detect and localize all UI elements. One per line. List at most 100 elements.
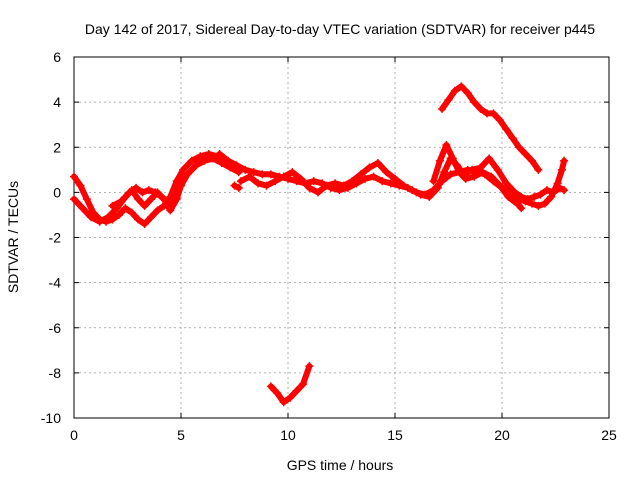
data-point <box>121 204 130 213</box>
data-point <box>557 165 566 174</box>
data-point <box>450 86 459 95</box>
data-point <box>534 201 543 210</box>
data-point <box>266 382 275 391</box>
data-point <box>510 188 519 197</box>
data-point <box>144 186 153 195</box>
data-point <box>70 172 78 181</box>
data-point <box>521 150 530 159</box>
data-point <box>164 199 173 208</box>
data-point <box>463 89 472 98</box>
data-point <box>489 109 498 118</box>
data-point <box>495 116 504 125</box>
data-point <box>440 168 449 177</box>
data-point <box>166 206 175 215</box>
y-tick-label: -8 <box>49 365 62 381</box>
data-point <box>288 168 297 177</box>
x-tick-label: 10 <box>280 427 296 443</box>
data-point <box>470 98 479 107</box>
data-point <box>339 181 348 190</box>
data-point <box>279 172 288 181</box>
y-tick-label: -4 <box>49 275 62 291</box>
data-point <box>108 201 117 210</box>
series-trace <box>430 142 520 207</box>
x-axis-label: GPS time / hours <box>287 457 394 473</box>
data-point <box>179 165 188 174</box>
data-point <box>444 95 453 104</box>
data-point <box>236 177 245 186</box>
data-point <box>138 188 147 197</box>
data-point <box>286 393 295 402</box>
data-point <box>127 208 136 217</box>
data-point <box>117 197 126 206</box>
x-tick-label: 5 <box>177 427 185 443</box>
data-point <box>140 201 149 210</box>
data-point <box>536 190 545 199</box>
series-track-j <box>266 362 314 407</box>
data-point <box>508 134 517 143</box>
data-point <box>313 188 322 197</box>
series-track-g <box>438 82 543 174</box>
data-point <box>114 210 123 219</box>
data-point <box>457 82 466 91</box>
data-point <box>305 362 314 371</box>
data-point <box>391 174 399 183</box>
data-point <box>446 170 455 179</box>
data-point <box>356 170 365 179</box>
data-point <box>209 154 218 163</box>
x-tick-label: 20 <box>494 427 510 443</box>
x-tick-label: 15 <box>387 427 403 443</box>
data-point <box>279 398 288 407</box>
data-point <box>527 156 536 165</box>
data-point <box>254 179 263 188</box>
data-point <box>322 181 331 190</box>
data-marks <box>70 82 569 407</box>
data-point <box>298 380 307 389</box>
data-point <box>271 177 280 186</box>
data-point <box>309 177 318 186</box>
data-point <box>416 190 425 199</box>
y-tick-label: 2 <box>53 139 61 155</box>
data-point <box>215 150 224 159</box>
data-point <box>157 192 166 201</box>
data-point <box>140 219 149 228</box>
data-point <box>76 181 85 190</box>
data-point <box>177 174 185 183</box>
data-point <box>217 159 226 168</box>
axis-ticks: 0 5 10 15 20 25 -10 -8 -6 -4 -2 0 2 4 6 <box>41 49 617 443</box>
data-point <box>134 195 143 204</box>
y-tick-label: -10 <box>41 410 61 426</box>
data-point <box>487 172 496 181</box>
y-tick-label: 0 <box>53 184 61 200</box>
series-fragment-k <box>230 181 243 192</box>
data-point <box>191 161 200 170</box>
data-point <box>273 389 282 398</box>
data-point <box>555 183 564 192</box>
y-axis-label: SDTVAR / TECUs <box>5 181 21 293</box>
grid <box>74 57 609 418</box>
data-point <box>266 170 275 179</box>
data-point <box>425 192 434 201</box>
data-point <box>429 177 438 186</box>
data-point <box>517 204 526 213</box>
x-tick-label: 25 <box>601 427 617 443</box>
data-point <box>549 188 558 197</box>
data-point <box>386 179 395 188</box>
data-point <box>147 195 156 204</box>
data-point <box>438 104 447 113</box>
data-point <box>504 181 513 190</box>
data-point <box>468 165 477 174</box>
data-point <box>502 125 511 134</box>
data-point <box>560 156 569 165</box>
data-point <box>378 177 387 186</box>
data-point <box>530 192 539 201</box>
data-point <box>224 156 233 165</box>
data-point <box>104 213 113 222</box>
data-point <box>365 163 374 172</box>
series-track-f <box>429 140 521 208</box>
series-track-i <box>504 181 569 204</box>
data-point <box>515 143 524 152</box>
data-point <box>249 168 258 177</box>
data-point <box>534 165 543 174</box>
data-point <box>234 183 243 192</box>
y-tick-label: -6 <box>49 320 62 336</box>
